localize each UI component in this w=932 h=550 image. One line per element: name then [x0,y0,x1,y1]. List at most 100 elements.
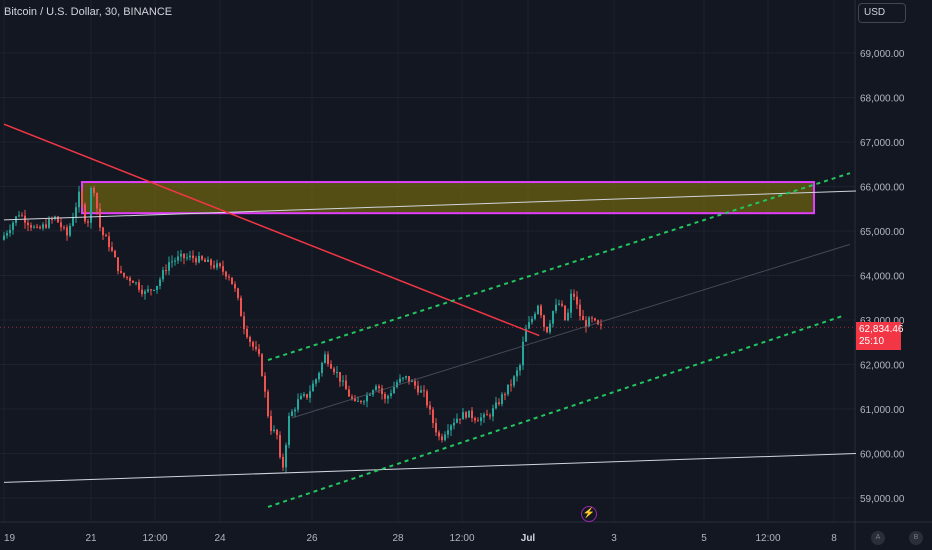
candle-body [522,341,524,366]
lightning-icon[interactable]: ⚡ [581,506,597,522]
candle-body [12,222,14,230]
candle-body [204,259,206,262]
candle-body [189,255,191,258]
candle-body [228,276,230,278]
candle-body [126,276,128,278]
x-tick-label: 3 [611,533,617,544]
candle-body [486,414,488,416]
candle-body [222,266,224,272]
candle-body [429,405,431,410]
candle-body [84,204,86,222]
y-tick-label: 67,000.00 [860,138,905,149]
candle-body [3,235,5,240]
x-tick-label: 24 [214,533,226,544]
x-tick-label: 8 [831,533,837,544]
candle-body [450,425,452,431]
candle-body [567,312,569,321]
candle-body [18,215,20,217]
candle-body [516,370,518,377]
candle-body [480,417,482,422]
candle-body [246,328,248,338]
candle-body [426,391,428,406]
candle-body [99,208,101,228]
auto-scale-button[interactable]: A [871,531,885,545]
candle-body [129,277,131,281]
candle-body [423,390,425,392]
resistance-zone[interactable] [81,181,815,215]
candle-body [90,187,92,223]
candle-body [513,376,515,386]
x-tick-label: 12:00 [449,533,474,544]
candle-body [291,411,293,416]
candle-body [507,384,509,395]
candle-body [282,457,284,468]
channel-lower-line[interactable] [267,314,845,508]
candle-body [267,391,269,417]
candle-body [165,270,167,272]
candle-body [477,420,479,422]
candle-body [9,229,11,234]
candle-body [408,376,410,382]
candle-body [141,289,143,294]
candle-body [78,191,80,208]
candle-body [594,318,596,321]
candle-body [420,390,422,393]
candle-body [549,323,551,333]
candle-body [216,263,218,268]
lower-support-line[interactable] [3,453,857,483]
candle-body [162,270,164,280]
candle-body [159,279,161,286]
candle-body [153,289,155,291]
channel-upper-line[interactable] [267,172,851,362]
descending-trendline[interactable] [3,123,540,337]
x-tick-label: 21 [85,533,97,544]
channel-midline[interactable] [291,243,851,419]
y-tick-label: 66,000.00 [860,183,905,194]
candle-body [108,236,110,248]
candle-body [405,376,407,378]
candle-body [432,409,434,424]
x-tick-label: 19 [4,533,16,544]
candle-body [330,364,332,369]
candle-body [51,219,53,221]
candle-body [459,418,461,420]
candle-body [270,416,272,432]
candle-body [105,235,107,237]
candle-body [171,261,173,263]
candle-body [138,282,140,290]
candle-body [462,412,464,420]
candle-body [183,253,185,259]
candle-body [294,409,296,412]
candle-body [243,316,245,329]
candle-body [537,305,539,314]
candle-body [444,434,446,441]
upper-support-line[interactable] [3,190,857,221]
candle-body [111,247,113,251]
candle-body [192,255,194,259]
candle-body [210,259,212,266]
y-tick-label: 62,000.00 [860,361,905,372]
candle-body [177,256,179,261]
log-scale-button[interactable]: B [909,531,923,545]
candle-body [117,257,119,272]
candle-body [147,289,149,292]
candle-body [6,233,8,236]
y-tick-label: 59,000.00 [860,494,905,505]
candle-body [381,388,383,395]
candle-body [327,354,329,365]
candle-body [66,227,68,236]
candle-body [135,282,137,284]
currency-button[interactable]: USD [858,3,906,23]
candle-body [120,271,122,273]
candle-body [360,400,362,403]
candle-body [96,192,98,209]
candle-body [219,263,221,267]
candle-body [411,381,413,383]
candle-body [168,262,170,271]
candle-body [315,379,317,384]
candle-body [300,395,302,400]
candle-body [333,368,335,373]
candle-body [456,418,458,423]
candle-body [576,296,578,305]
